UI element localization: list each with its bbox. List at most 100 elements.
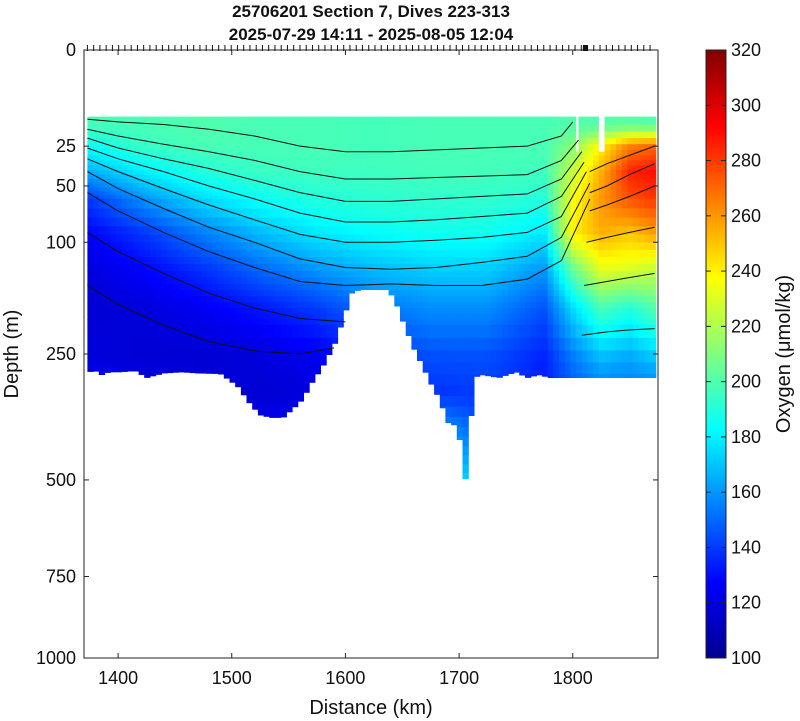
oxygen-cell [212, 270, 219, 279]
oxygen-cell [508, 174, 515, 180]
oxygen-cell [400, 270, 407, 279]
oxygen-cell [513, 362, 520, 373]
oxygen-cell [610, 264, 617, 272]
oxygen-cell [167, 165, 174, 171]
oxygen-cell [445, 165, 452, 171]
oxygen-cell [297, 183, 304, 188]
oxygen-cell [542, 174, 549, 180]
oxygen-cell [576, 290, 583, 297]
oxygen-cell [593, 160, 600, 166]
oxygen-cell [445, 313, 452, 320]
oxygen-cell [604, 302, 611, 309]
oxygen-cell [178, 308, 185, 315]
oxygen-cell [326, 208, 333, 219]
oxygen-cell [252, 208, 259, 219]
oxygen-cell [337, 183, 344, 188]
oxygen-cell [570, 165, 577, 171]
oxygen-cell [189, 308, 196, 315]
oxygen-cell [110, 187, 117, 192]
oxygen-cell [490, 198, 498, 210]
oxygen-contour [589, 145, 655, 173]
oxygen-cell [513, 138, 520, 145]
oxygen-cell [559, 179, 566, 184]
oxygen-cell [343, 308, 350, 311]
oxygen-cell [275, 277, 282, 285]
oxygen-cell [184, 290, 191, 297]
oxygen-cell [354, 195, 361, 200]
oxygen-cell [115, 270, 123, 279]
oxygen-cell [633, 234, 640, 243]
oxygen-cell [638, 277, 645, 285]
oxygen-cell [303, 198, 310, 210]
oxygen-cell [93, 191, 100, 196]
oxygen-cell [490, 374, 498, 378]
oxygen-cell [195, 264, 202, 272]
oxygen-cell [638, 138, 645, 145]
oxygen-cell [98, 324, 106, 339]
oxygen-cell [343, 257, 350, 265]
oxygen-cell [382, 183, 390, 188]
oxygen-cell [167, 226, 174, 235]
oxygen-cell [269, 290, 276, 297]
oxygen-cell [320, 242, 327, 251]
oxygen-cell [581, 302, 589, 309]
oxygen-cell [280, 283, 287, 291]
oxygen-cell [309, 217, 316, 227]
oxygen-cell [286, 174, 293, 180]
oxygen-cell [252, 138, 259, 145]
oxygen-cell [257, 396, 265, 408]
oxygen-cell [155, 124, 162, 133]
oxygen-cell [269, 337, 276, 351]
oxygen-cell [519, 257, 526, 265]
oxygen-cell [320, 277, 327, 285]
oxygen-cell [348, 290, 356, 294]
oxygen-cell [530, 170, 537, 176]
oxygen-cell [530, 138, 537, 145]
oxygen-cell [104, 144, 111, 151]
oxygen-cell [638, 337, 645, 351]
oxygen-cell [275, 264, 282, 272]
oxygen-cell [439, 160, 447, 166]
oxygen-cell [184, 165, 191, 171]
oxygen-cell [121, 174, 128, 180]
oxygen-cell [178, 270, 185, 279]
oxygen-cell [297, 234, 304, 243]
oxygen-cell [172, 144, 179, 151]
oxygen-cell [610, 191, 617, 196]
oxygen-cell [229, 116, 236, 126]
oxygen-cell [627, 234, 634, 243]
oxygen-cell [405, 302, 412, 309]
oxygen-cell [417, 337, 424, 351]
oxygen-cell [223, 116, 231, 126]
oxygen-cell [468, 183, 475, 188]
oxygen-cell [365, 131, 373, 139]
oxygen-cell [468, 362, 475, 375]
oxygen-cell [354, 179, 361, 184]
oxygen-cell [638, 155, 645, 161]
oxygen-cell [269, 257, 276, 265]
oxygen-cell [229, 324, 236, 339]
oxygen-cell [292, 277, 299, 285]
oxygen-cell [189, 131, 196, 139]
oxygen-cell [428, 290, 435, 297]
oxygen-cell [417, 324, 424, 339]
oxygen-cell [155, 290, 162, 297]
oxygen-cell [593, 242, 600, 251]
oxygen-cell [240, 191, 248, 196]
oxygen-cell [650, 350, 657, 363]
oxygen-cell [615, 174, 623, 180]
oxygen-cell [462, 131, 469, 139]
oxygen-cell [462, 464, 469, 474]
oxygen-cell [559, 308, 566, 315]
oxygen-cell [195, 296, 202, 303]
oxygen-cell [155, 165, 162, 171]
oxygen-cell [149, 144, 157, 151]
oxygen-cell [576, 155, 583, 161]
oxygen-cell [587, 374, 594, 378]
oxygen-cell [479, 208, 486, 219]
oxygen-cell [195, 302, 202, 309]
oxygen-cell [593, 170, 600, 176]
oxygen-cell [604, 337, 611, 351]
oxygen-cell [547, 296, 554, 303]
oxygen-cell [326, 277, 333, 285]
